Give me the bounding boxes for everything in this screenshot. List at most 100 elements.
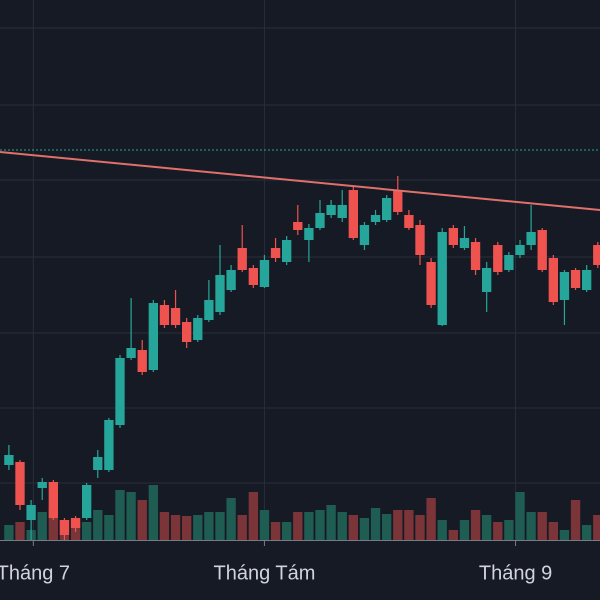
candle-body <box>82 485 92 518</box>
volume-bar <box>170 515 181 540</box>
volume-bar <box>493 522 503 540</box>
candle-body <box>37 482 47 488</box>
volume-bar <box>82 522 92 540</box>
volume-bar <box>193 515 203 540</box>
x-tick-label: Tháng 7 <box>0 562 70 584</box>
candle-body <box>526 232 536 245</box>
volume-bar <box>248 492 258 540</box>
candle-body <box>515 245 525 255</box>
candle-body <box>126 348 136 358</box>
x-tick-label: Tháng Tám <box>213 562 315 584</box>
volume-bar <box>215 512 225 540</box>
volume-bar <box>4 525 14 540</box>
candle-body <box>315 213 325 228</box>
volume-bar <box>115 490 125 540</box>
candle-body <box>448 228 458 245</box>
volume-bar <box>226 498 236 540</box>
volume-bar <box>93 510 103 540</box>
candle-body <box>348 190 358 238</box>
volume-bar <box>370 508 381 540</box>
candle-body <box>382 198 392 220</box>
volume-bar <box>348 515 358 540</box>
volume-bar <box>426 498 436 540</box>
volume-bar <box>270 522 281 540</box>
candle-body <box>559 272 570 300</box>
candle-body <box>459 238 470 248</box>
volume-bar <box>393 510 403 540</box>
volume-bar <box>515 492 525 540</box>
candle-body <box>237 248 247 270</box>
volume-bar <box>15 522 25 540</box>
candle-body <box>104 420 114 470</box>
candle-body <box>282 240 292 262</box>
volume-bar <box>570 500 581 540</box>
volume-bar <box>104 515 114 540</box>
volume-bar <box>126 492 136 540</box>
volume-bar <box>537 512 547 540</box>
volume-bar <box>137 500 147 540</box>
candle-body <box>359 225 370 245</box>
volume-bar <box>459 520 470 540</box>
candle-body <box>482 268 492 292</box>
candle-body <box>170 308 181 325</box>
volume-bar <box>237 515 247 540</box>
candle-body <box>270 248 281 258</box>
candle-body <box>182 322 192 342</box>
candle-body <box>4 455 14 465</box>
volume-bar <box>159 512 170 540</box>
volume-bar <box>448 530 458 540</box>
volume-bar <box>548 522 558 540</box>
candle-body <box>93 457 103 470</box>
candle-body <box>337 205 347 218</box>
volume-bar <box>148 485 158 540</box>
x-tick-label: Tháng 9 <box>479 562 552 584</box>
candle-body <box>393 190 403 212</box>
volume-bar <box>304 512 314 540</box>
candle-body <box>215 275 225 312</box>
candle-body <box>570 270 581 288</box>
candle-body <box>70 518 81 528</box>
candle-body <box>159 305 170 325</box>
volume-bar <box>293 512 303 540</box>
candle-body <box>326 205 336 215</box>
candle-body <box>582 270 592 290</box>
candle-body <box>493 245 503 272</box>
volume-bar <box>48 510 58 540</box>
candle-body <box>204 300 214 320</box>
candle-body <box>426 262 436 305</box>
volume-bar <box>204 512 214 540</box>
candle-body <box>148 303 158 370</box>
candle-body <box>437 232 447 325</box>
candle-body <box>59 520 70 535</box>
trend-line <box>0 151 600 211</box>
candle-body <box>293 222 303 230</box>
candle-body <box>304 228 314 240</box>
volume-bar <box>182 516 192 540</box>
volume-bar <box>415 515 425 540</box>
volume-bar <box>437 520 447 540</box>
candle-body <box>370 215 381 222</box>
volume-bar <box>504 520 514 540</box>
candle-body <box>404 215 414 228</box>
volume-bar <box>593 515 600 540</box>
volume-bar <box>337 512 347 540</box>
volume-bar <box>259 510 270 540</box>
candle-body <box>26 505 36 520</box>
volume-bar <box>359 518 370 540</box>
volume-bar <box>326 505 336 540</box>
candle-body <box>259 260 270 287</box>
x-axis-area <box>0 540 600 600</box>
volume-bar <box>482 515 492 540</box>
volume-bar <box>470 510 481 540</box>
volume-bar <box>559 530 570 540</box>
volume-bar <box>382 514 392 540</box>
candle-body <box>226 270 236 290</box>
volume-bar <box>282 522 292 540</box>
candle-body <box>470 242 481 270</box>
candle-body <box>415 225 425 255</box>
volume-bar <box>582 525 592 540</box>
volume-bar <box>37 512 47 540</box>
candle-body <box>48 482 58 518</box>
candle-body <box>137 350 147 372</box>
candle-body <box>504 255 514 270</box>
